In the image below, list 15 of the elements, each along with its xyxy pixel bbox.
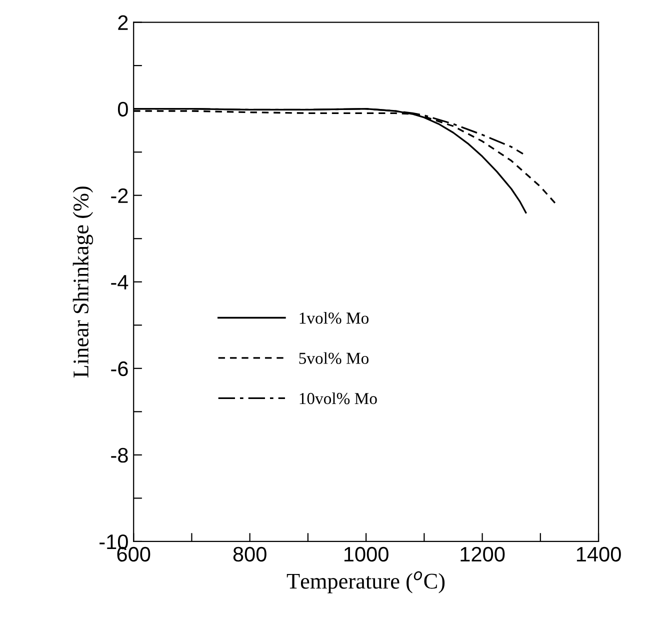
y-tick-label: -6 — [111, 361, 128, 376]
y-tick-label: 2 — [118, 15, 128, 30]
x-tick-label: 1400 — [576, 546, 621, 562]
y-tick-label: -4 — [111, 275, 128, 290]
x-axis-title: Temperature ($^{o}$C) — [286, 571, 445, 594]
legend-label: 10vol% Mo — [300, 392, 377, 404]
y-tick-label: -8 — [111, 448, 128, 463]
y-tick-label: -2 — [111, 188, 128, 203]
x-tick-label: 1000 — [344, 546, 388, 562]
legend-label: 5vol% Mo — [299, 352, 369, 364]
y-axis-title: Linear Shrinkage (%) — [72, 186, 94, 378]
x-tick-label: 1200 — [460, 546, 505, 562]
x-tick-label: 800 — [233, 546, 266, 562]
legend-label: 1vol% Mo — [300, 312, 369, 324]
y-tick-label: 0 — [118, 102, 128, 117]
